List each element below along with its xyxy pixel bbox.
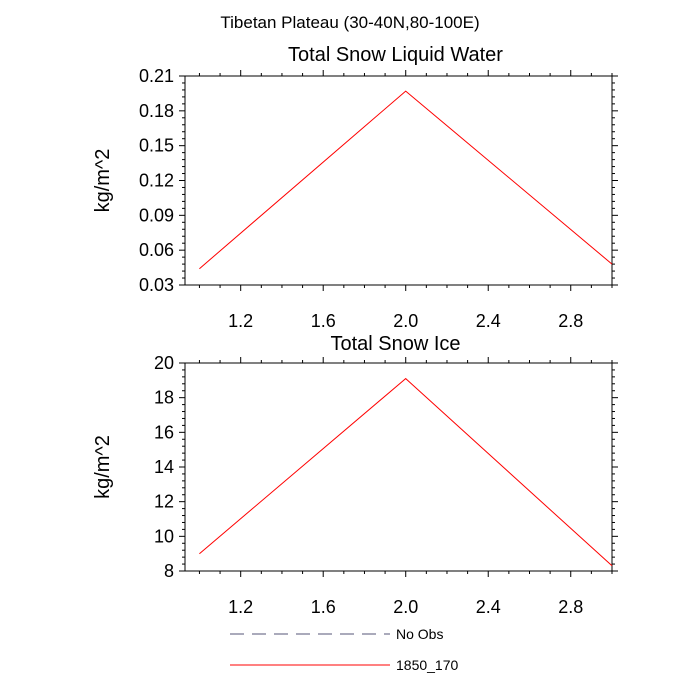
y-tick-label: 0.03 bbox=[139, 275, 174, 295]
legend-label: 1850_170 bbox=[396, 657, 459, 673]
plot-frame bbox=[184, 75, 613, 286]
x-tick-label: 2.8 bbox=[558, 311, 583, 331]
y-tick-label: 14 bbox=[154, 457, 174, 477]
series-line bbox=[199, 90, 613, 270]
chart-panel-2: 8 10 12 14 16 18 20 1.2 1.6 2.0 2.4 2.8 Total Snow I… bbox=[92, 333, 618, 617]
x-tick-label: 2.4 bbox=[476, 311, 501, 331]
chart-title: Total Snow Ice bbox=[330, 333, 460, 355]
y-tick-label: 12 bbox=[154, 492, 174, 512]
figure-title: Tibetan Plateau (30-40N,80-100E) bbox=[220, 13, 479, 32]
y-tick-label: 0.09 bbox=[139, 205, 174, 225]
y-tick-label: 0.06 bbox=[139, 240, 174, 260]
legend-label: No Obs bbox=[396, 626, 443, 642]
x-tick-label: 2.0 bbox=[393, 311, 418, 331]
plot-frame bbox=[184, 362, 613, 572]
y-tick-label: 0.12 bbox=[139, 171, 174, 191]
x-tick-label: 2.4 bbox=[476, 597, 501, 617]
chart-panel-1: 0.03 0.06 0.09 0.12 0.15 0.18 0.21 1.2 1.6 2.0 2.4… bbox=[92, 44, 618, 331]
y-tick-label: 18 bbox=[154, 388, 174, 408]
x-tick-label: 1.2 bbox=[228, 311, 253, 331]
legend-item: 1850_170 bbox=[230, 657, 459, 673]
y-axis-label: kg/m^2 bbox=[92, 149, 114, 213]
x-tick-label: 1.6 bbox=[311, 311, 336, 331]
y-tick-label: 10 bbox=[154, 526, 174, 546]
y-tick-label: 16 bbox=[154, 422, 174, 442]
y-tick-label: 0.18 bbox=[139, 101, 174, 121]
y-tick-label: 8 bbox=[164, 561, 174, 581]
y-axis-label: kg/m^2 bbox=[92, 435, 114, 499]
legend-item: No Obs bbox=[230, 626, 443, 642]
legend: No Obs 1850_170 bbox=[230, 626, 459, 673]
x-tick-label: 2.8 bbox=[558, 597, 583, 617]
chart-title: Total Snow Liquid Water bbox=[288, 44, 503, 66]
x-tick-label: 1.6 bbox=[311, 597, 336, 617]
y-tick-label: 20 bbox=[154, 353, 174, 373]
y-tick-label: 0.15 bbox=[139, 136, 174, 156]
x-tick-label: 1.2 bbox=[228, 597, 253, 617]
series-line bbox=[199, 377, 613, 567]
x-tick-label: 2.0 bbox=[393, 597, 418, 617]
chart-panels: 0.03 0.06 0.09 0.12 0.15 0.18 0.21 1.2 1.6 2.0 2.4… bbox=[92, 44, 618, 617]
y-tick-label: 0.21 bbox=[139, 66, 174, 86]
